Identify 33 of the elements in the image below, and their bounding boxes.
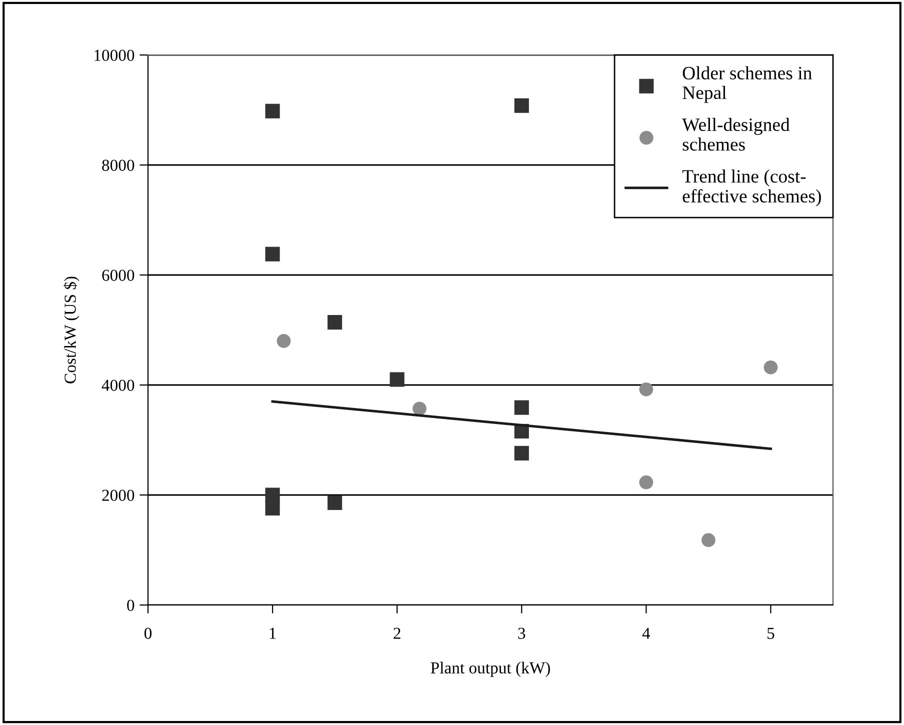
point	[265, 246, 280, 262]
x-tick-label: 0	[144, 628, 152, 639]
x-tick-label: 5	[768, 628, 774, 639]
y-tick-label: 6000	[102, 270, 134, 281]
point	[328, 315, 342, 330]
y-tick-label: 10000	[94, 50, 134, 61]
point	[265, 104, 280, 118]
x-tick-label: 3	[518, 628, 526, 639]
point	[412, 402, 426, 416]
point	[265, 500, 280, 516]
y-tick-label: 4000	[102, 380, 134, 391]
point	[265, 488, 280, 502]
legend-label: Trend line (cost- effective schemes)	[682, 170, 821, 206]
point	[328, 495, 342, 510]
x-axis-title: Plant output (kW)	[430, 662, 550, 677]
point	[702, 533, 716, 548]
x-tick-label: 2	[394, 628, 400, 639]
point	[639, 475, 654, 490]
point	[276, 334, 291, 348]
x-tick-label: 1	[270, 628, 276, 639]
y-axis-title: Cost/kW (US $)	[64, 276, 80, 384]
y-tick-label: 8000	[102, 160, 134, 171]
x-tick-label: 4	[642, 628, 650, 639]
point	[764, 360, 778, 374]
point	[514, 446, 529, 460]
y-tick-label: 2000	[102, 490, 134, 501]
point	[514, 98, 529, 113]
legend-label: Older schemes in Nepal	[682, 66, 812, 103]
y-tick-label: 0	[127, 600, 134, 611]
point	[514, 400, 529, 415]
point	[390, 372, 404, 387]
legend-label: Well-designed schemes	[682, 118, 790, 151]
point	[639, 382, 654, 396]
